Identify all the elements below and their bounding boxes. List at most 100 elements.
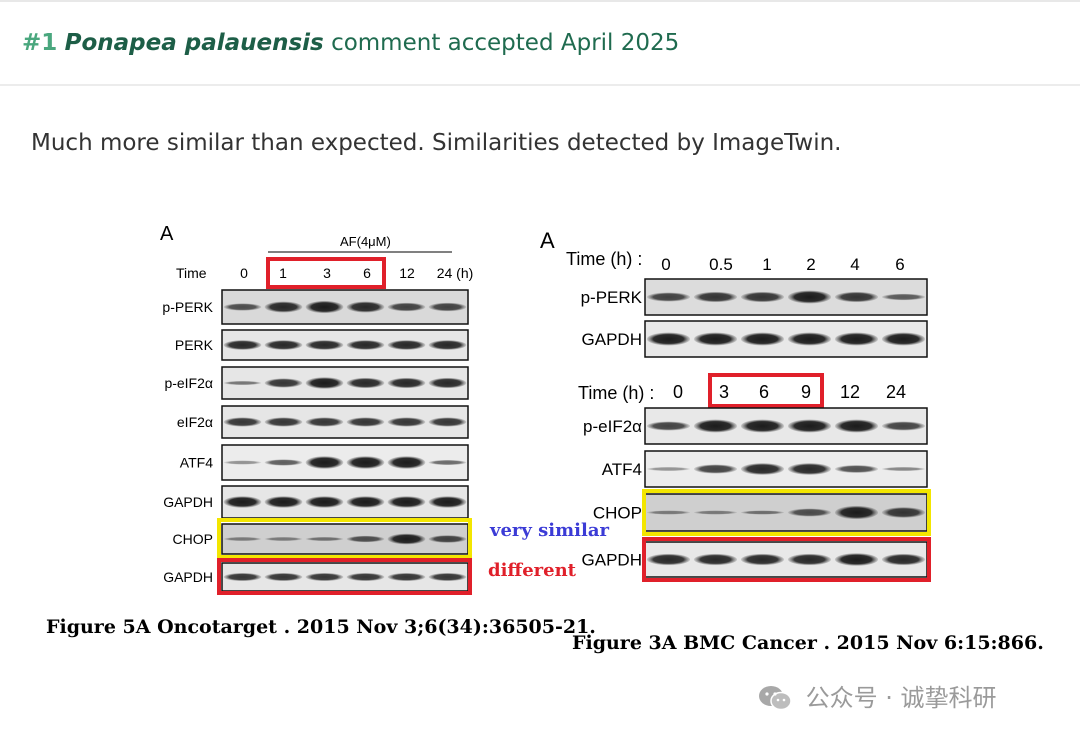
blot-band (264, 301, 303, 313)
blot-band (346, 377, 385, 389)
blot-strip (644, 278, 928, 316)
blot-band (428, 340, 467, 350)
blot-band (787, 553, 832, 566)
right-bottom-blot-rows: p-eIF2α ATF4 CHOP GAPDH (582, 407, 928, 578)
blot-band (305, 340, 344, 350)
blot-band (740, 291, 785, 303)
blot-strip (644, 407, 928, 445)
blot-row-label: GAPDH (163, 494, 213, 510)
right-chop-yellow-box (642, 489, 931, 536)
blot-band (646, 421, 691, 431)
comment-body: Much more similar than expected. Similar… (31, 130, 842, 156)
blot-band (740, 419, 785, 433)
blot-band (834, 419, 879, 433)
blot-band (223, 460, 262, 465)
blot-band (881, 293, 926, 301)
blot-band (346, 417, 385, 427)
right-top-tp: 0 (661, 255, 670, 274)
blot-band (346, 340, 385, 350)
blot-row: p-eIF2α (583, 407, 928, 445)
right-bottom-tp: 3 (719, 382, 729, 402)
right-top-timepoints: 0 0.5 1 2 4 6 (661, 255, 904, 274)
left-blot-figure: A AF(4μM) Time 0 1 3 6 12 24 (h) p-PERK P… (46, 223, 596, 638)
right-bottom-time-label: Time (h) : (578, 383, 654, 403)
blot-strip (221, 289, 469, 325)
blot-band (223, 381, 262, 385)
blot-row: PERK (175, 329, 469, 361)
blot-band (223, 572, 262, 582)
left-caption: Figure 5A Oncotarget . 2015 Nov 3;6(34):… (46, 616, 596, 638)
right-top-tp: 0.5 (709, 255, 733, 274)
blot-band (223, 537, 262, 541)
blot-band (387, 417, 426, 427)
blot-band (693, 332, 738, 346)
blot-band (428, 459, 467, 466)
blot-band (646, 553, 691, 566)
left-timepoints: 0 1 3 6 12 24 (h) (240, 265, 473, 281)
blot-row-label: PERK (175, 337, 214, 353)
blot-band (264, 340, 303, 350)
blot-band (693, 291, 738, 303)
blot-band (787, 463, 832, 475)
blot-band (787, 332, 832, 346)
blot-band (834, 332, 879, 346)
left-tp: 0 (240, 265, 248, 281)
blot-band (346, 496, 385, 508)
right-top-tp: 4 (850, 255, 859, 274)
blot-band (346, 535, 385, 543)
left-tp: 12 (399, 265, 415, 281)
right-gapdh-red-box (642, 537, 931, 582)
blot-band (428, 302, 467, 312)
left-tp: 6 (363, 265, 371, 281)
blot-row: CHOP (593, 493, 928, 532)
different-label: different (488, 560, 577, 581)
blot-band (264, 496, 303, 508)
blot-band (693, 553, 738, 566)
right-bottom-tp: 9 (801, 382, 811, 402)
blot-band (223, 303, 262, 311)
blot-strip (644, 493, 928, 532)
blot-strip (644, 320, 928, 358)
left-blot-rows: p-PERK PERK p-eIF2α eIF2α ATF4 GAPDH CHOP GAPDH (162, 289, 469, 592)
blot-band (740, 510, 785, 515)
right-time-highlight-box (708, 373, 824, 408)
right-top-time-label: Time (h) : (566, 249, 642, 269)
left-gapdh-red-box (217, 558, 472, 595)
blot-row-label: p-eIF2α (583, 417, 642, 436)
blot-band (264, 537, 303, 541)
blot-row-label: CHOP (173, 531, 213, 547)
blot-row: GAPDH (163, 562, 469, 592)
right-panel-letter: A (540, 228, 555, 253)
blot-band (646, 332, 691, 346)
blot-band (881, 553, 926, 566)
top-border (0, 0, 1080, 2)
blot-row-label: ATF4 (602, 460, 642, 479)
blot-band (740, 463, 785, 475)
wechat-icon (759, 686, 792, 711)
blot-row-label: GAPDH (163, 569, 213, 585)
blot-strip (644, 541, 928, 578)
blot-row: CHOP (173, 523, 469, 555)
blot-strip (221, 523, 469, 555)
left-treatment-label: AF(4μM) (340, 234, 391, 249)
blot-row-label: CHOP (593, 503, 642, 522)
blot-band (264, 417, 303, 427)
blot-row: GAPDH (582, 320, 928, 358)
blot-band (387, 496, 426, 508)
watermark-text: 公众号 · 诚挚科研 (805, 684, 997, 712)
blot-strip (221, 366, 469, 400)
blot-band (428, 496, 467, 508)
blot-band (646, 292, 691, 302)
blot-band (346, 456, 385, 469)
blot-row-label: ATF4 (180, 454, 213, 470)
blot-band (834, 291, 879, 303)
blot-band (693, 419, 738, 433)
blot-row-label: p-eIF2α (164, 375, 213, 391)
species-name[interactable]: Ponapea palauensis (64, 30, 324, 56)
blot-row: p-PERK (581, 278, 928, 316)
blot-band (428, 572, 467, 582)
left-time-label: Time (176, 265, 207, 281)
blot-band (264, 572, 303, 582)
comment-status: comment accepted April 2025 (331, 30, 680, 56)
blot-band (305, 377, 344, 389)
